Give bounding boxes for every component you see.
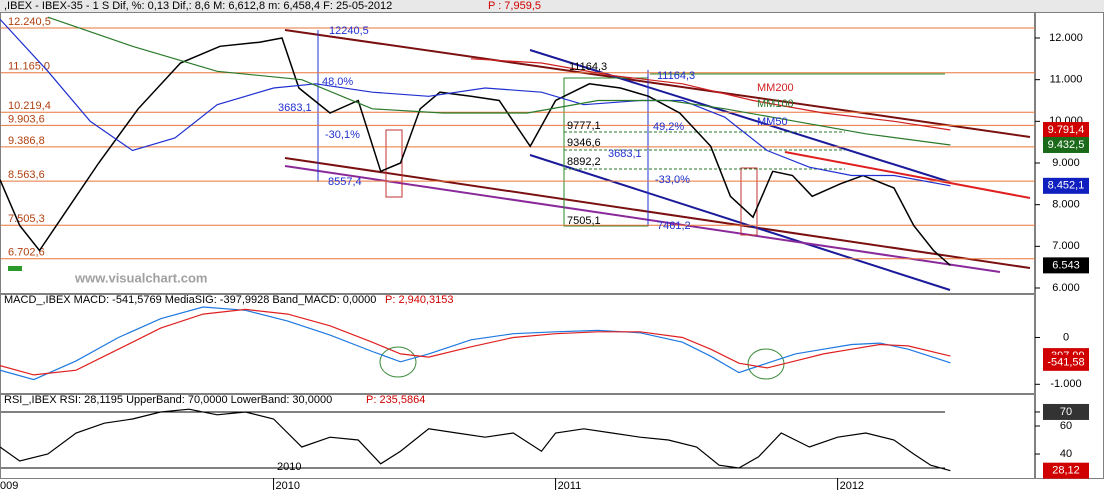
x-tick-label: 009	[0, 480, 18, 492]
series-line	[470, 58, 951, 131]
value-box	[1043, 354, 1089, 371]
x-tick-label: 2012	[840, 480, 864, 492]
trendlines	[284, 29, 1031, 380]
annotation: 12240,5	[329, 25, 369, 37]
annotation: 11164,3	[657, 70, 695, 82]
value-label: 8.452,1	[1048, 180, 1085, 192]
level-label: 12.240,5	[8, 16, 51, 28]
annotation: 3683,1	[608, 148, 642, 160]
y-tick-label: 11.000	[1050, 74, 1083, 86]
annotation: 8892,2	[567, 156, 601, 168]
annotation: 7505,1	[567, 215, 601, 227]
header-price: P : 7,959,5	[488, 0, 541, 12]
y-tick-label: 9.000	[1052, 157, 1080, 169]
measure-box	[740, 167, 758, 236]
annotation: 9346,6	[567, 137, 601, 149]
series-line	[0, 306, 951, 381]
annotation: -33,0%	[655, 174, 690, 186]
level-label: 8.563,6	[8, 169, 45, 181]
value-label: 28,12	[1052, 465, 1080, 477]
value-box	[1043, 122, 1089, 139]
series-line	[0, 308, 951, 376]
header-bar	[0, 0, 1104, 12]
annotation: 3683,1	[278, 102, 312, 114]
value-label: 9.791,4	[1048, 124, 1085, 136]
value-label: 6.543	[1052, 259, 1080, 271]
measure-box	[385, 129, 403, 198]
trendline	[529, 49, 951, 183]
highlight-circle	[379, 346, 417, 378]
x-tick-label: 2011	[558, 480, 582, 492]
value-box	[1043, 403, 1089, 420]
y-tick-label: -1.000	[1050, 378, 1081, 390]
annotation: 9777,1	[567, 120, 601, 132]
annotation: MM200	[757, 82, 794, 94]
value-box	[1043, 462, 1089, 479]
value-label: 70	[1060, 406, 1072, 418]
series-line	[47, 16, 951, 146]
annotation: 7461,2	[657, 220, 691, 232]
y-tick-label: 12.000	[1049, 32, 1083, 44]
trendline	[529, 154, 951, 291]
trendline	[284, 29, 1031, 138]
annotation: 48,0%	[322, 76, 353, 88]
y-tick-label: 60	[1060, 420, 1072, 432]
header-title: ,IBEX - IBEX-35 - 1 S Dif, %: 0,13 Dif,:…	[4, 0, 392, 12]
annotation: 11164,3	[569, 61, 607, 73]
rsi-title: RSI_,IBEX RSI: 28,1195 UpperBand: 70,000…	[4, 394, 332, 406]
level-label: 9.903,6	[8, 113, 45, 125]
rsi-panel	[0, 394, 1035, 479]
level-label: 10.219,4	[8, 100, 51, 112]
level-label: 6.702,6	[8, 247, 45, 259]
annotation: MM100	[757, 98, 794, 110]
y-tick-label: 6.000	[1052, 282, 1080, 294]
annotation: -30,1%	[325, 129, 360, 141]
y-tick-label: 7.000	[1052, 240, 1080, 252]
value-box	[1043, 136, 1089, 153]
level-label: 7.505,3	[8, 213, 45, 225]
y-tick-label: 40	[1060, 448, 1072, 460]
value-label: -541,58	[1047, 357, 1084, 369]
main-panel	[0, 12, 1035, 294]
trendline	[284, 165, 1001, 273]
marker	[8, 266, 22, 271]
annotation: 49,2%	[653, 121, 684, 133]
series-line	[0, 408, 951, 472]
annotation: www.visualchart.com	[74, 270, 207, 285]
macd-title: MACD_,IBEX MACD: -541,5769 MediaSIG: -39…	[4, 294, 376, 306]
trendline	[284, 157, 1031, 269]
annotation: 2010	[277, 461, 301, 473]
value-box	[1043, 257, 1089, 274]
annotation: MM50	[757, 116, 788, 128]
rsi-price: P: 235,5864	[366, 394, 425, 406]
value-label: 9.432,5	[1048, 139, 1085, 151]
level-label: 9.386,8	[8, 135, 45, 147]
macd-price: P: 2,940,3153	[385, 294, 454, 306]
level-label: 11.165,0	[8, 61, 50, 73]
annotation: 8557,4	[328, 176, 362, 188]
trendline	[784, 151, 1031, 199]
series-line	[0, 37, 951, 266]
macd-panel	[0, 294, 1035, 394]
y-tick-label: 8.000	[1052, 199, 1080, 211]
value-box	[1043, 177, 1089, 194]
y-tick-label: 0	[1063, 331, 1069, 343]
x-tick-label: 2010	[276, 480, 300, 492]
series-line	[0, 18, 951, 187]
